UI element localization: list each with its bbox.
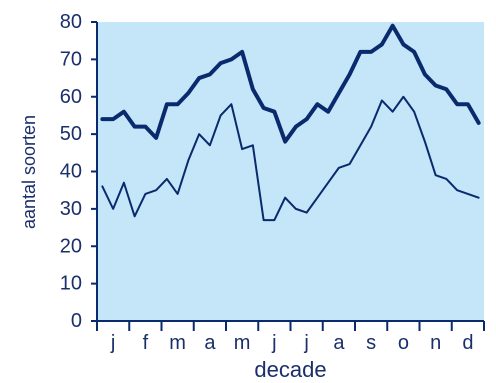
x-tick-label: o xyxy=(398,332,409,354)
y-tick-label: 60 xyxy=(60,86,82,108)
y-tick-label: 10 xyxy=(60,273,82,295)
x-tick-label: m xyxy=(169,332,186,354)
x-tick-label: a xyxy=(333,332,345,354)
x-tick-label: f xyxy=(143,332,149,354)
x-tick-label: j xyxy=(271,332,276,354)
x-tick-label: n xyxy=(430,332,441,354)
series-line-thick xyxy=(100,23,481,144)
x-tick-label: j xyxy=(110,332,115,354)
x-tick-label: d xyxy=(462,332,473,354)
series-line-thin xyxy=(101,95,480,222)
series-layer xyxy=(100,23,481,222)
plot-area xyxy=(97,22,484,321)
y-tick-layer: 0 10 20 30 40 50 60 70 80 xyxy=(60,11,97,332)
y-tick-label: 0 xyxy=(71,310,82,332)
y-tick-label: 80 xyxy=(60,11,82,33)
y-tick-label: 30 xyxy=(60,198,82,220)
y-tick-label: 40 xyxy=(60,161,82,183)
x-tick-label: a xyxy=(204,332,216,354)
x-tick-label: j xyxy=(303,332,308,354)
x-axis-title: decade xyxy=(254,357,326,382)
y-tick-label: 70 xyxy=(60,48,82,70)
x-tick-label: m xyxy=(234,332,251,354)
y-axis-title: aantal soorten xyxy=(19,115,39,229)
y-tick-label: 20 xyxy=(60,235,82,257)
y-tick-label: 50 xyxy=(60,123,82,145)
x-tick-label: s xyxy=(366,332,376,354)
